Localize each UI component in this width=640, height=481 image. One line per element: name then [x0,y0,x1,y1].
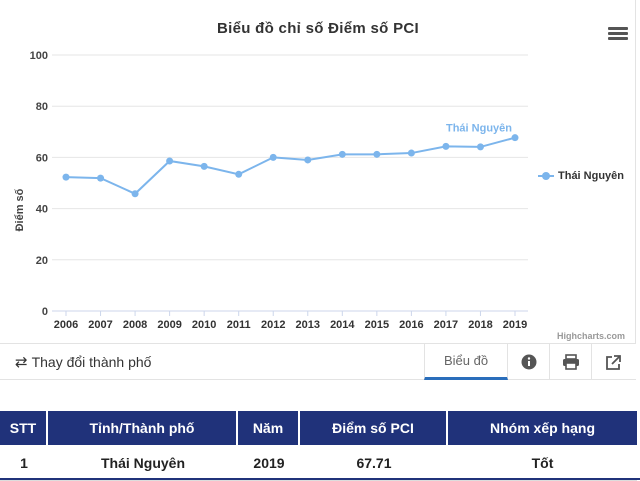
y-tick-label: 80 [36,101,48,113]
y-tick-label: 40 [36,204,48,216]
data-point [97,174,105,182]
print-icon [562,354,579,370]
data-point [511,134,519,142]
data-point [442,142,450,150]
table-row: 1 Thái Nguyên 2019 67.71 Tốt [0,445,637,481]
header-province: Tỉnh/Thành phố [48,411,238,445]
x-tick-label: 2017 [434,319,458,331]
y-tick-label: 100 [30,50,48,62]
legend-symbol [538,171,554,181]
header-year: Năm [238,411,300,445]
x-tick-label: 2008 [123,319,147,331]
change-city-label: Thay đổi thành phố [31,354,152,370]
chart-credits[interactable]: Highcharts.com [556,331,625,341]
header-pci-score: Điểm số PCI [300,411,448,445]
y-tick-label: 60 [36,152,48,164]
data-point [62,173,70,181]
cell-province: Thái Nguyên [48,445,238,481]
line-chart: 0 20 40 60 80 100 2006 2007 2008 2009 2010 2011 2012… [30,50,528,331]
legend-label: Thái Nguyên [558,170,625,182]
x-tick-label: 2015 [365,319,389,331]
x-tick-label: 2018 [468,319,492,331]
chart-container: Biểu đồ chỉ số Điểm số PCI Điểm số 0 20 40… [14,0,636,343]
x-tick-label: 2014 [330,319,355,331]
change-city-button[interactable]: ⇄ Thay đổi thành phố [15,353,151,371]
data-point [407,149,415,157]
x-tick-label: 2011 [227,319,251,331]
swap-arrows-icon: ⇄ [15,354,28,371]
bottom-divider [0,478,640,480]
info-button[interactable] [508,344,550,380]
y-tick-label: 0 [42,306,48,318]
x-tick-label: 2009 [157,319,181,331]
pci-table-wrap: STT Tỉnh/Thành phố Năm Điểm số PCI Nhóm … [0,411,640,481]
cell-stt: 1 [0,445,48,481]
data-point [269,153,277,161]
data-point [338,150,346,158]
series-line [65,136,516,195]
chart-title: Biểu đồ chỉ số Điểm số PCI [216,20,419,37]
info-icon [521,354,536,370]
chart-toolbar: ⇄ Thay đổi thành phố Biểu đồ [0,343,636,380]
x-tick-label: 2013 [296,319,320,331]
cell-pci-score: 67.71 [300,445,448,481]
tab-chart[interactable]: Biểu đồ [424,344,508,380]
cell-year: 2019 [238,445,300,481]
series-end-label: Thái Nguyên [446,123,512,135]
data-point [131,190,139,198]
x-tick-label: 2012 [261,319,285,331]
header-rank-group: Nhóm xếp hạng [448,411,637,445]
x-tick-label: 2006 [54,319,78,331]
data-point [304,156,312,164]
data-point [166,157,174,165]
y-tick-label: 20 [36,255,48,267]
legend-item[interactable]: Thái Nguyên [538,170,624,182]
x-tick-label: 2010 [192,319,216,331]
data-point [476,143,484,151]
x-tick-label: 2016 [399,319,423,331]
print-button[interactable] [550,344,592,380]
data-point [235,170,243,178]
external-link-icon [605,354,621,370]
data-point [373,150,381,158]
header-stt: STT [0,411,48,445]
pci-table: STT Tỉnh/Thành phố Năm Điểm số PCI Nhóm … [0,411,637,481]
table-header-row: STT Tỉnh/Thành phố Năm Điểm số PCI Nhóm … [0,411,637,445]
x-tick-label: 2019 [503,319,527,331]
share-button[interactable] [592,344,634,380]
x-tick-label: 2007 [88,319,112,331]
data-point [200,162,208,170]
chart-menu-icon[interactable] [608,27,628,41]
cell-rank-group: Tốt [448,445,637,481]
